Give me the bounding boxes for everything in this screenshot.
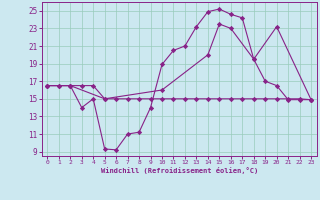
X-axis label: Windchill (Refroidissement éolien,°C): Windchill (Refroidissement éolien,°C) [100,167,258,174]
